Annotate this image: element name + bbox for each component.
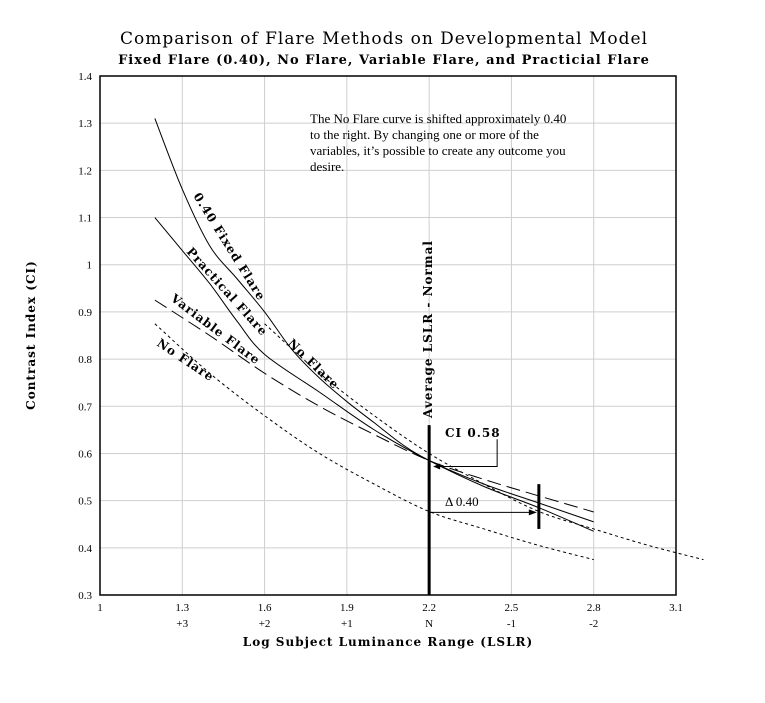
note-line-2: to the right. By changing one or more of… bbox=[310, 127, 539, 142]
x-tick-label: 1.3 bbox=[175, 602, 189, 614]
ci-label: CI 0.58 bbox=[445, 426, 501, 440]
series-line-variable-flare bbox=[154, 299, 594, 513]
y-tick-label: 1.4 bbox=[78, 71, 92, 83]
x-tick-label: 3.1 bbox=[669, 602, 683, 614]
x-tick-label: 2.5 bbox=[505, 602, 519, 614]
y-tick-label: 1 bbox=[87, 260, 93, 272]
y-tick-label: 0.7 bbox=[78, 401, 92, 413]
series-line-no-flare bbox=[154, 323, 594, 561]
y-tick-label: 0.9 bbox=[78, 307, 92, 319]
y-tick-label: 0.6 bbox=[78, 448, 92, 460]
x-tick-label: 1.6 bbox=[258, 602, 272, 614]
delta-label: Δ 0.40 bbox=[445, 494, 479, 509]
ci-arrowhead bbox=[433, 463, 441, 470]
x-tick-sublabel: +1 bbox=[341, 618, 353, 630]
label-no-flare-shifted: No Flare bbox=[285, 336, 342, 392]
x-tick-sublabel: N bbox=[425, 618, 433, 630]
x-tick-sublabel: -2 bbox=[589, 618, 598, 630]
label-no-flare: No Flare bbox=[154, 336, 217, 384]
grid bbox=[100, 76, 676, 595]
x-axis-label: Log Subject Luminance Range (LSLR) bbox=[243, 635, 533, 649]
note-line-3: variables, it’s possible to create any o… bbox=[310, 143, 566, 158]
average-line-label: Average LSLR - Normal bbox=[421, 240, 435, 419]
note-line-4: desire. bbox=[310, 159, 344, 174]
series-group bbox=[154, 118, 704, 561]
y-tick-label: 0.5 bbox=[78, 496, 92, 508]
ci-arrow bbox=[435, 439, 498, 468]
y-tick-label: 1.1 bbox=[78, 213, 92, 225]
y-tick-label: 0.4 bbox=[78, 543, 92, 555]
x-tick-sublabel: -1 bbox=[507, 618, 516, 630]
annotations bbox=[427, 425, 541, 595]
series-line-no-flare bbox=[264, 323, 704, 561]
delta-arrowhead bbox=[528, 509, 537, 516]
series-line-practical-flare bbox=[154, 217, 594, 523]
plot-frame bbox=[99, 75, 677, 596]
x-tick-label: 2.8 bbox=[587, 602, 601, 614]
y-tick-label: 0.8 bbox=[78, 354, 92, 366]
x-tick-label: 1.9 bbox=[340, 602, 354, 614]
y-tick-label: 1.3 bbox=[78, 118, 92, 130]
y-tick-label: 1.2 bbox=[78, 165, 92, 177]
y-tick-label: 0.3 bbox=[78, 590, 92, 602]
tick-labels: 1 1.3 +3 1.6 +2 1.9 +1 2.2 N 2.5 -1 2.8 -2 3.1 0.3 0.4 0… bbox=[78, 71, 683, 630]
x-tick-label: 2.2 bbox=[422, 602, 436, 614]
series-line-0-40-fixed-flare bbox=[154, 118, 594, 532]
x-tick-sublabel: +3 bbox=[176, 618, 188, 630]
note-line-1: The No Flare curve is shifted approximat… bbox=[310, 111, 566, 126]
x-tick-label: 1 bbox=[97, 602, 103, 614]
chart-subtitle: Fixed Flare (0.40), No Flare, Variable F… bbox=[118, 53, 650, 68]
y-axis-label: Contrast Index (CI) bbox=[24, 260, 38, 410]
x-tick-sublabel: +2 bbox=[259, 618, 271, 630]
chart-title: Comparison of Flare Methods on Developme… bbox=[120, 29, 648, 49]
